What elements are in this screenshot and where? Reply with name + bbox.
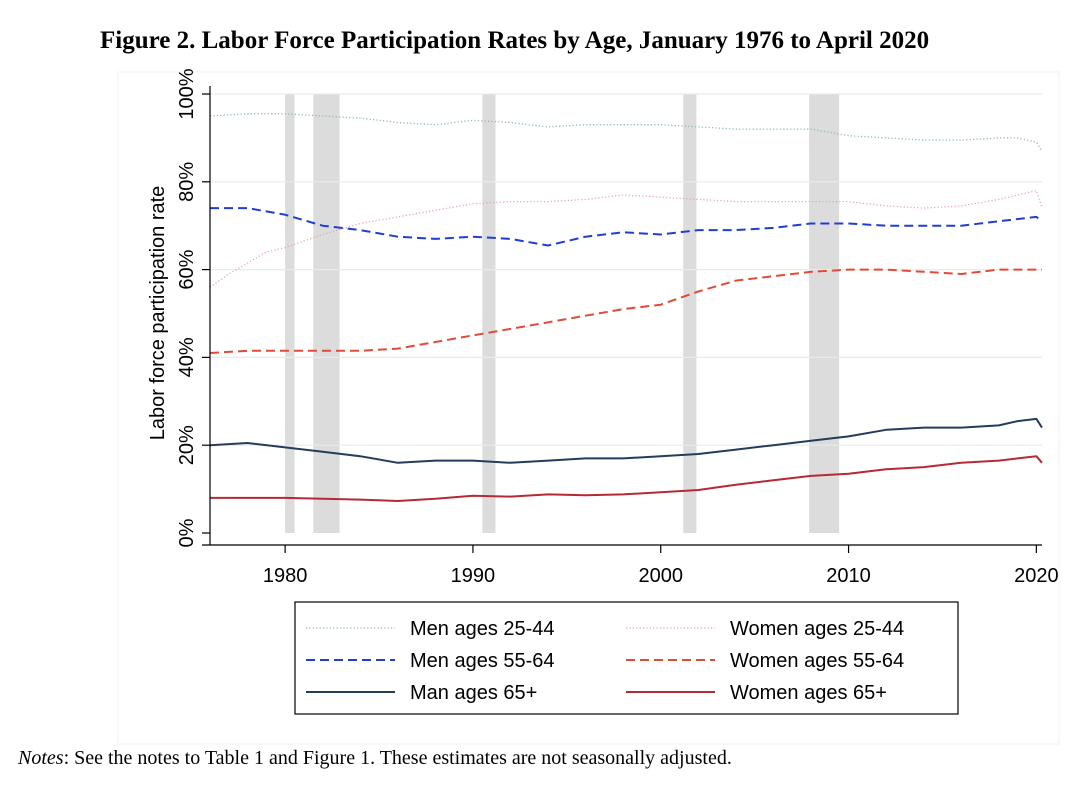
x-tick-label: 1980 <box>263 565 308 587</box>
y-tick-label: 60% <box>176 249 198 289</box>
y-tick-label: 40% <box>176 337 198 377</box>
series-line <box>210 207 1043 247</box>
legend-label: Women ages 65+ <box>730 682 887 704</box>
recession-band <box>482 94 496 533</box>
recession-band <box>809 94 840 533</box>
y-axis-label: Labor force participation rate <box>147 186 169 441</box>
x-tick-label: 1990 <box>451 565 496 587</box>
series-line <box>210 455 1043 502</box>
y-tick-label: 20% <box>176 425 198 465</box>
series-line <box>209 113 1043 152</box>
notes-text: : See the notes to Table 1 and Figure 1.… <box>63 747 732 769</box>
recession-bands <box>285 94 840 533</box>
legend-box <box>294 601 959 715</box>
recession-band <box>313 94 340 533</box>
recession-band <box>683 94 697 533</box>
notes-label: Notes <box>18 747 64 769</box>
gridlines <box>210 93 1042 446</box>
legend-label: Men ages 25-44 <box>410 618 555 640</box>
series-lines <box>209 113 1043 502</box>
axes: 0% 20% 40% 60% 80% 100% 1980 1990 2000 2010 2020 <box>176 68 1059 587</box>
legend-label: Man ages 65+ <box>410 682 537 704</box>
plot-region-border <box>117 71 1060 745</box>
legend: Men ages 25-44 Women ages 25-44 Men ages 5… <box>294 601 959 715</box>
series-line <box>209 417 1043 464</box>
series-line <box>209 189 1043 288</box>
y-tick-label: 80% <box>176 162 198 202</box>
figure-title: Figure 2. Labor Force Participation Rate… <box>100 27 930 54</box>
legend-label: Women ages 25-44 <box>730 618 904 640</box>
x-tick-label: 2010 <box>826 565 871 587</box>
series-line <box>209 268 1042 354</box>
legend-label: Men ages 55-64 <box>410 650 555 672</box>
y-tick-label: 0% <box>176 518 198 547</box>
x-tick-label: 2000 <box>638 565 683 587</box>
recession-band <box>285 94 295 533</box>
legend-label: Women ages 55-64 <box>730 650 904 672</box>
x-tick-label: 2020 <box>1014 565 1059 587</box>
notes: Notes: See the notes to Table 1 and Figu… <box>18 747 732 770</box>
y-tick-label: 100% <box>176 68 198 119</box>
